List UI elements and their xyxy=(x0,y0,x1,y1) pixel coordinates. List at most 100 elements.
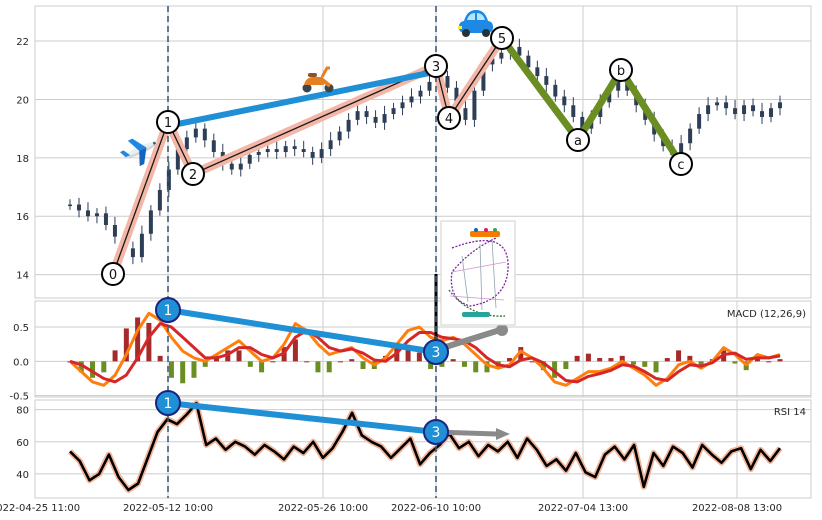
candle-body xyxy=(607,90,612,103)
wave-label: 5 xyxy=(498,32,506,47)
candle-body xyxy=(328,140,333,150)
macd-histogram-bar xyxy=(574,355,580,362)
roller-coaster-icon xyxy=(440,220,516,326)
macd-histogram-bar xyxy=(315,361,321,373)
macd-histogram-bar xyxy=(191,361,197,378)
candle-body xyxy=(688,128,693,144)
elliott-wave-lines xyxy=(108,35,684,276)
macd-divergence-marker xyxy=(155,297,181,323)
macd-histogram-bar xyxy=(540,361,546,371)
signal-line xyxy=(69,322,781,384)
price-divergence-line xyxy=(165,69,437,129)
airplane-icon xyxy=(119,138,158,167)
wave-marker-a xyxy=(566,128,590,152)
macd-histogram-bar xyxy=(416,352,422,362)
price-panel xyxy=(34,5,812,299)
macd-histogram-bar xyxy=(439,361,445,367)
macd-histogram-bar xyxy=(349,359,355,362)
macd-histogram-bar xyxy=(405,344,411,362)
candle-body xyxy=(760,111,765,117)
candle-body xyxy=(247,154,252,164)
candle-body xyxy=(769,108,774,117)
x-tick-label: 2022-07-04 13:00 xyxy=(538,503,628,514)
candle-body xyxy=(364,111,369,117)
divergence-marker-label: 3 xyxy=(432,425,441,441)
macd-histogram-bar xyxy=(292,339,298,362)
wave-marker-b xyxy=(609,58,633,82)
candle-body xyxy=(211,140,216,152)
macd-histogram-bar xyxy=(146,322,152,362)
macd-histogram-bar xyxy=(698,361,704,365)
macd-histogram-bar xyxy=(168,361,174,378)
macd-histogram-bar xyxy=(529,361,535,363)
candle-body xyxy=(445,76,450,88)
wave-marker-1 xyxy=(156,110,180,134)
macd-histogram-bar xyxy=(608,358,614,362)
candle-body xyxy=(139,233,144,258)
rsi-y-tick-label: 40 xyxy=(16,470,29,481)
rsi-line xyxy=(69,401,782,492)
x-tick-label: 2022-05-12 10:00 xyxy=(123,503,213,514)
candle-body xyxy=(76,204,81,211)
axis-ticks: 2022-04-25 11:00 2022-05-12 10:00 2022-05-… xyxy=(0,37,782,514)
candle-body xyxy=(535,67,540,77)
price-y-tick-label: 18 xyxy=(16,154,29,165)
wave-label: c xyxy=(677,158,684,173)
candle-body xyxy=(472,90,477,120)
candle-body xyxy=(697,114,702,129)
candle-body xyxy=(571,105,576,117)
divergence-lines xyxy=(165,69,510,440)
macd-divergence-marker xyxy=(423,339,449,365)
macd-histogram-bar xyxy=(777,359,783,362)
candle-body xyxy=(310,152,315,158)
divergence-marker-label: 1 xyxy=(164,396,173,412)
macd-histogram-bar xyxy=(259,361,265,373)
macd-y-tick-label: 0.0 xyxy=(13,357,29,368)
macd-histogram-bar xyxy=(473,361,479,373)
corrective-wave-line xyxy=(499,35,684,166)
macd-histogram-bar xyxy=(428,361,434,370)
candle-body xyxy=(148,210,153,234)
candle-body xyxy=(238,163,243,170)
macd-y-tick-label: 0.5 xyxy=(13,323,29,334)
wave-label: b xyxy=(617,64,625,79)
divergence-marker-label: 3 xyxy=(432,345,441,361)
candle-body xyxy=(319,149,324,158)
wave-label: 1 xyxy=(164,116,172,131)
macd-histogram-bar xyxy=(123,328,129,362)
macd-histogram-bar xyxy=(518,347,524,362)
candle-body xyxy=(706,105,711,115)
wave-label: 3 xyxy=(432,60,440,75)
macd-histogram-bar xyxy=(304,361,310,363)
candle-body xyxy=(301,149,306,152)
macd-histogram-bar xyxy=(653,361,659,373)
candle-body xyxy=(400,102,405,109)
wave-marker-3 xyxy=(424,54,448,78)
macd-histogram-bar xyxy=(732,361,738,364)
candle-body xyxy=(544,76,549,85)
candle-body xyxy=(337,131,342,141)
wave-label: 4 xyxy=(445,112,453,127)
candle-body xyxy=(391,108,396,115)
scooter-icon xyxy=(302,66,334,93)
car-icon xyxy=(458,10,493,37)
rsi-y-tick-label: 80 xyxy=(16,406,29,417)
macd-histogram-bar xyxy=(101,361,107,373)
candle-body xyxy=(373,116,378,123)
candle-body xyxy=(130,248,135,258)
rsi-divergence-marker xyxy=(155,390,181,416)
macd-histogram-bar xyxy=(90,361,96,378)
wave-label: a xyxy=(574,134,582,149)
macd-histogram-bar xyxy=(676,350,682,362)
price-y-tick-label: 22 xyxy=(16,37,29,48)
macd-histogram-bar xyxy=(157,355,163,362)
candle-body xyxy=(733,108,738,115)
candle-body xyxy=(553,84,558,97)
macd-y-tick-label: -0.5 xyxy=(9,392,29,403)
macd-histogram-bar xyxy=(619,355,625,362)
macd-histogram-bar xyxy=(687,355,693,362)
price-y-tick-label: 20 xyxy=(16,95,29,106)
price-y-tick-label: 16 xyxy=(16,212,29,223)
x-tick-label: 2022-08-08 13:00 xyxy=(692,503,782,514)
